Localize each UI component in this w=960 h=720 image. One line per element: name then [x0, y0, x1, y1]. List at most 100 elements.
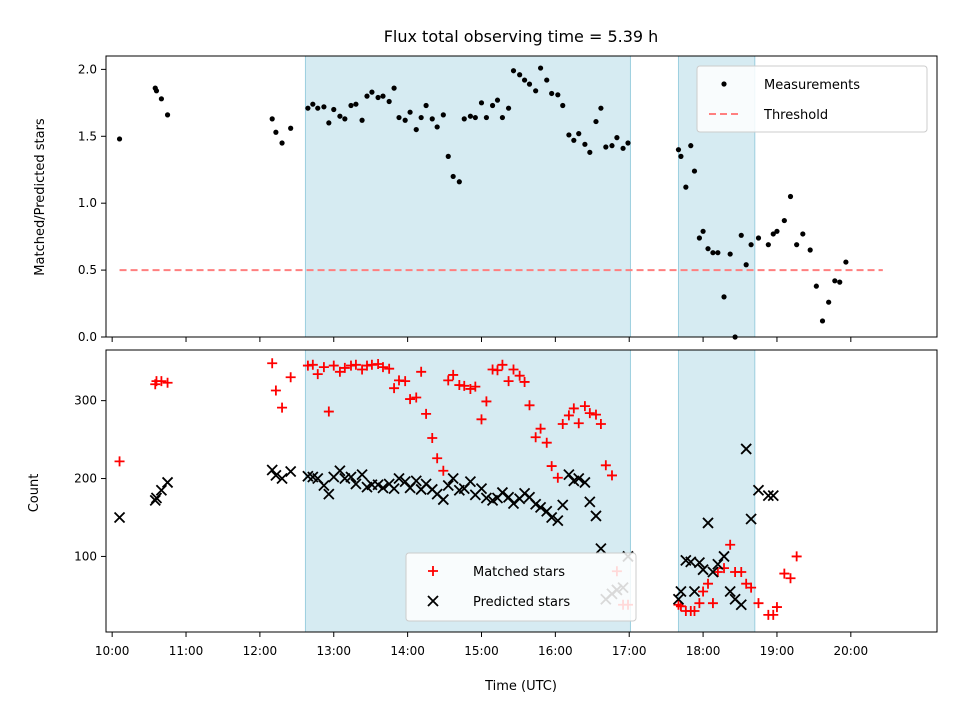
data-point — [752, 484, 765, 496]
y-tick-label: 100 — [74, 549, 97, 563]
data-point — [396, 114, 402, 121]
data-point — [378, 362, 388, 373]
data-point — [702, 517, 714, 529]
data-point — [288, 125, 294, 131]
data-point — [331, 106, 337, 113]
data-point — [413, 126, 419, 133]
data-point — [496, 486, 509, 499]
y-tick-label: 200 — [74, 472, 97, 486]
data-point — [155, 484, 168, 496]
data-point — [356, 469, 368, 481]
data-point — [579, 401, 590, 412]
data-point — [689, 605, 700, 616]
y-tick-label: 1.5 — [78, 129, 97, 143]
data-point — [400, 376, 411, 387]
data-point — [514, 370, 525, 381]
data-point — [427, 433, 438, 444]
data-point — [276, 472, 288, 485]
data-point — [837, 279, 843, 285]
data-point — [405, 394, 416, 405]
data-point — [584, 408, 595, 419]
data-point — [740, 443, 752, 455]
data-point — [568, 403, 579, 414]
data-point — [450, 173, 456, 180]
data-point — [675, 147, 682, 153]
data-point — [423, 102, 429, 109]
legend-marker — [721, 81, 727, 87]
data-point — [372, 479, 384, 491]
data-point — [530, 432, 541, 443]
data-point — [442, 479, 454, 492]
data-point — [116, 136, 123, 142]
data-point — [480, 492, 493, 504]
x-tick-label: 10:00 — [95, 644, 130, 658]
data-point — [576, 131, 582, 137]
series-matched-stars — [114, 358, 802, 620]
data-point — [497, 359, 508, 370]
legend-box — [696, 65, 928, 133]
data-point — [800, 231, 806, 237]
data-point — [156, 376, 167, 387]
data-point — [738, 232, 744, 238]
data-point — [819, 318, 826, 324]
data-point — [377, 482, 389, 494]
data-point — [563, 410, 574, 421]
data-point — [505, 105, 512, 111]
data-point — [584, 496, 596, 508]
data-point — [315, 105, 321, 111]
data-point — [535, 423, 546, 434]
data-point — [438, 465, 449, 476]
x-tick-label: 14:00 — [390, 644, 425, 658]
data-point — [781, 217, 787, 224]
axes-frame — [105, 349, 938, 633]
data-point — [323, 406, 334, 417]
data-point — [411, 392, 422, 403]
data-point — [310, 101, 316, 107]
data-point — [345, 471, 357, 483]
data-point — [521, 77, 528, 83]
x-tick-label: 20:00 — [834, 644, 869, 658]
data-point — [696, 235, 702, 241]
data-point — [348, 102, 354, 109]
data-point — [507, 497, 520, 510]
data-point — [587, 149, 593, 155]
data-point — [694, 598, 705, 609]
x-axis-label: Time (UTC) — [484, 679, 557, 694]
data-point — [384, 363, 395, 374]
data-point — [712, 567, 723, 578]
legend-0: Measurements Threshold — [696, 65, 928, 133]
data-point — [566, 132, 572, 138]
data-point — [432, 453, 443, 464]
data-point — [161, 476, 174, 489]
data-point — [421, 408, 432, 419]
data-point — [418, 114, 424, 121]
data-point — [549, 90, 555, 97]
data-point — [698, 586, 709, 597]
data-point — [393, 472, 405, 485]
data-point — [158, 96, 164, 102]
data-point — [386, 98, 392, 105]
data-point — [526, 81, 533, 87]
data-point — [755, 235, 762, 241]
data-point — [114, 456, 125, 467]
data-point — [697, 564, 709, 576]
data-point — [369, 89, 375, 95]
data-point — [318, 362, 329, 373]
legend-label: Threshold — [763, 108, 828, 123]
x-tick-label: 18:00 — [686, 644, 721, 658]
data-point — [164, 112, 171, 118]
x-tick-label: 16:00 — [538, 644, 573, 658]
data-point — [794, 242, 800, 248]
data-point — [700, 228, 706, 234]
data-point — [464, 476, 477, 488]
data-point — [494, 97, 501, 103]
legend-label: Measurements — [764, 78, 860, 93]
data-point — [321, 104, 327, 110]
data-point — [407, 109, 413, 115]
data-point — [557, 499, 569, 511]
data-point — [672, 593, 685, 605]
data-point — [150, 492, 163, 504]
data-point — [279, 140, 285, 146]
data-point — [350, 359, 361, 370]
y-tick-label: 2.0 — [78, 62, 97, 76]
